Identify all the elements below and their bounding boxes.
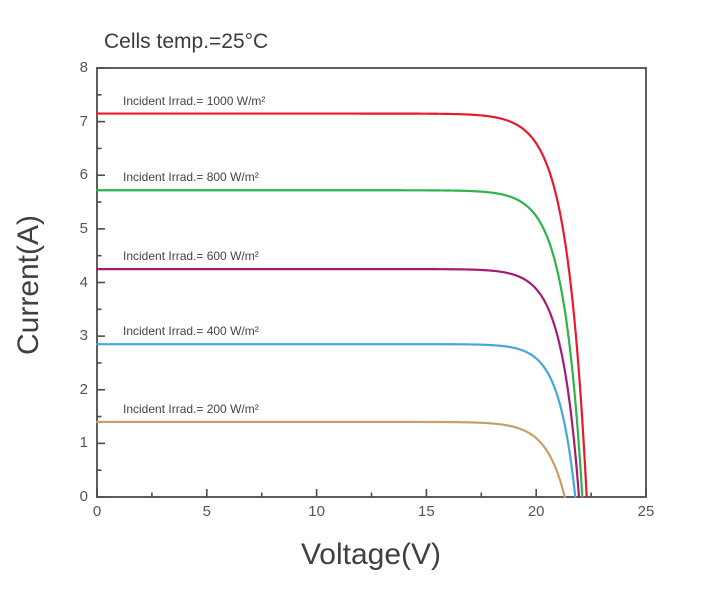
x-tick-label-25: 25 bbox=[637, 503, 655, 520]
x-axis-title: Voltage(V) bbox=[300, 538, 442, 571]
x-tick-label-15: 15 bbox=[418, 503, 435, 520]
series-label-1000: Incident Irrad.= 1000 W/m² bbox=[123, 93, 266, 108]
y-tick-label-3: 3 bbox=[79, 327, 88, 345]
iv-curve-600 bbox=[95, 267, 581, 499]
iv-curve-800 bbox=[95, 189, 584, 499]
iv-curve-400 bbox=[95, 343, 577, 499]
y-tick-label-1: 1 bbox=[79, 434, 88, 452]
x-tick-label-10: 10 bbox=[308, 503, 325, 520]
y-tick-label-2: 2 bbox=[79, 380, 88, 398]
y-tick-label-4: 4 bbox=[79, 273, 88, 291]
y-tick-label-6: 6 bbox=[79, 166, 88, 184]
iv-curve-1000 bbox=[95, 112, 588, 499]
chart-title: Cells temp.=25°C bbox=[104, 30, 269, 53]
series-label-800: Incident Irrad.= 800 W/m² bbox=[123, 170, 259, 185]
x-tick-label-5: 5 bbox=[202, 503, 211, 520]
x-tick-label-20: 20 bbox=[527, 503, 545, 520]
axis-frame bbox=[96, 67, 647, 498]
x-tick-label-0: 0 bbox=[92, 503, 102, 520]
series-label-600: Incident Irrad.= 600 W/m² bbox=[123, 249, 259, 264]
series-label-200: Incident Irrad.= 200 W/m² bbox=[123, 401, 259, 416]
y-tick-label-5: 5 bbox=[79, 219, 88, 237]
y-tick-label-8: 8 bbox=[79, 59, 88, 76]
y-tick-label-0: 0 bbox=[79, 488, 88, 505]
iv-curve-200 bbox=[95, 420, 566, 499]
series-label-400: Incident Irrad.= 400 W/m² bbox=[123, 324, 259, 339]
y-tick-label-7: 7 bbox=[79, 112, 88, 130]
